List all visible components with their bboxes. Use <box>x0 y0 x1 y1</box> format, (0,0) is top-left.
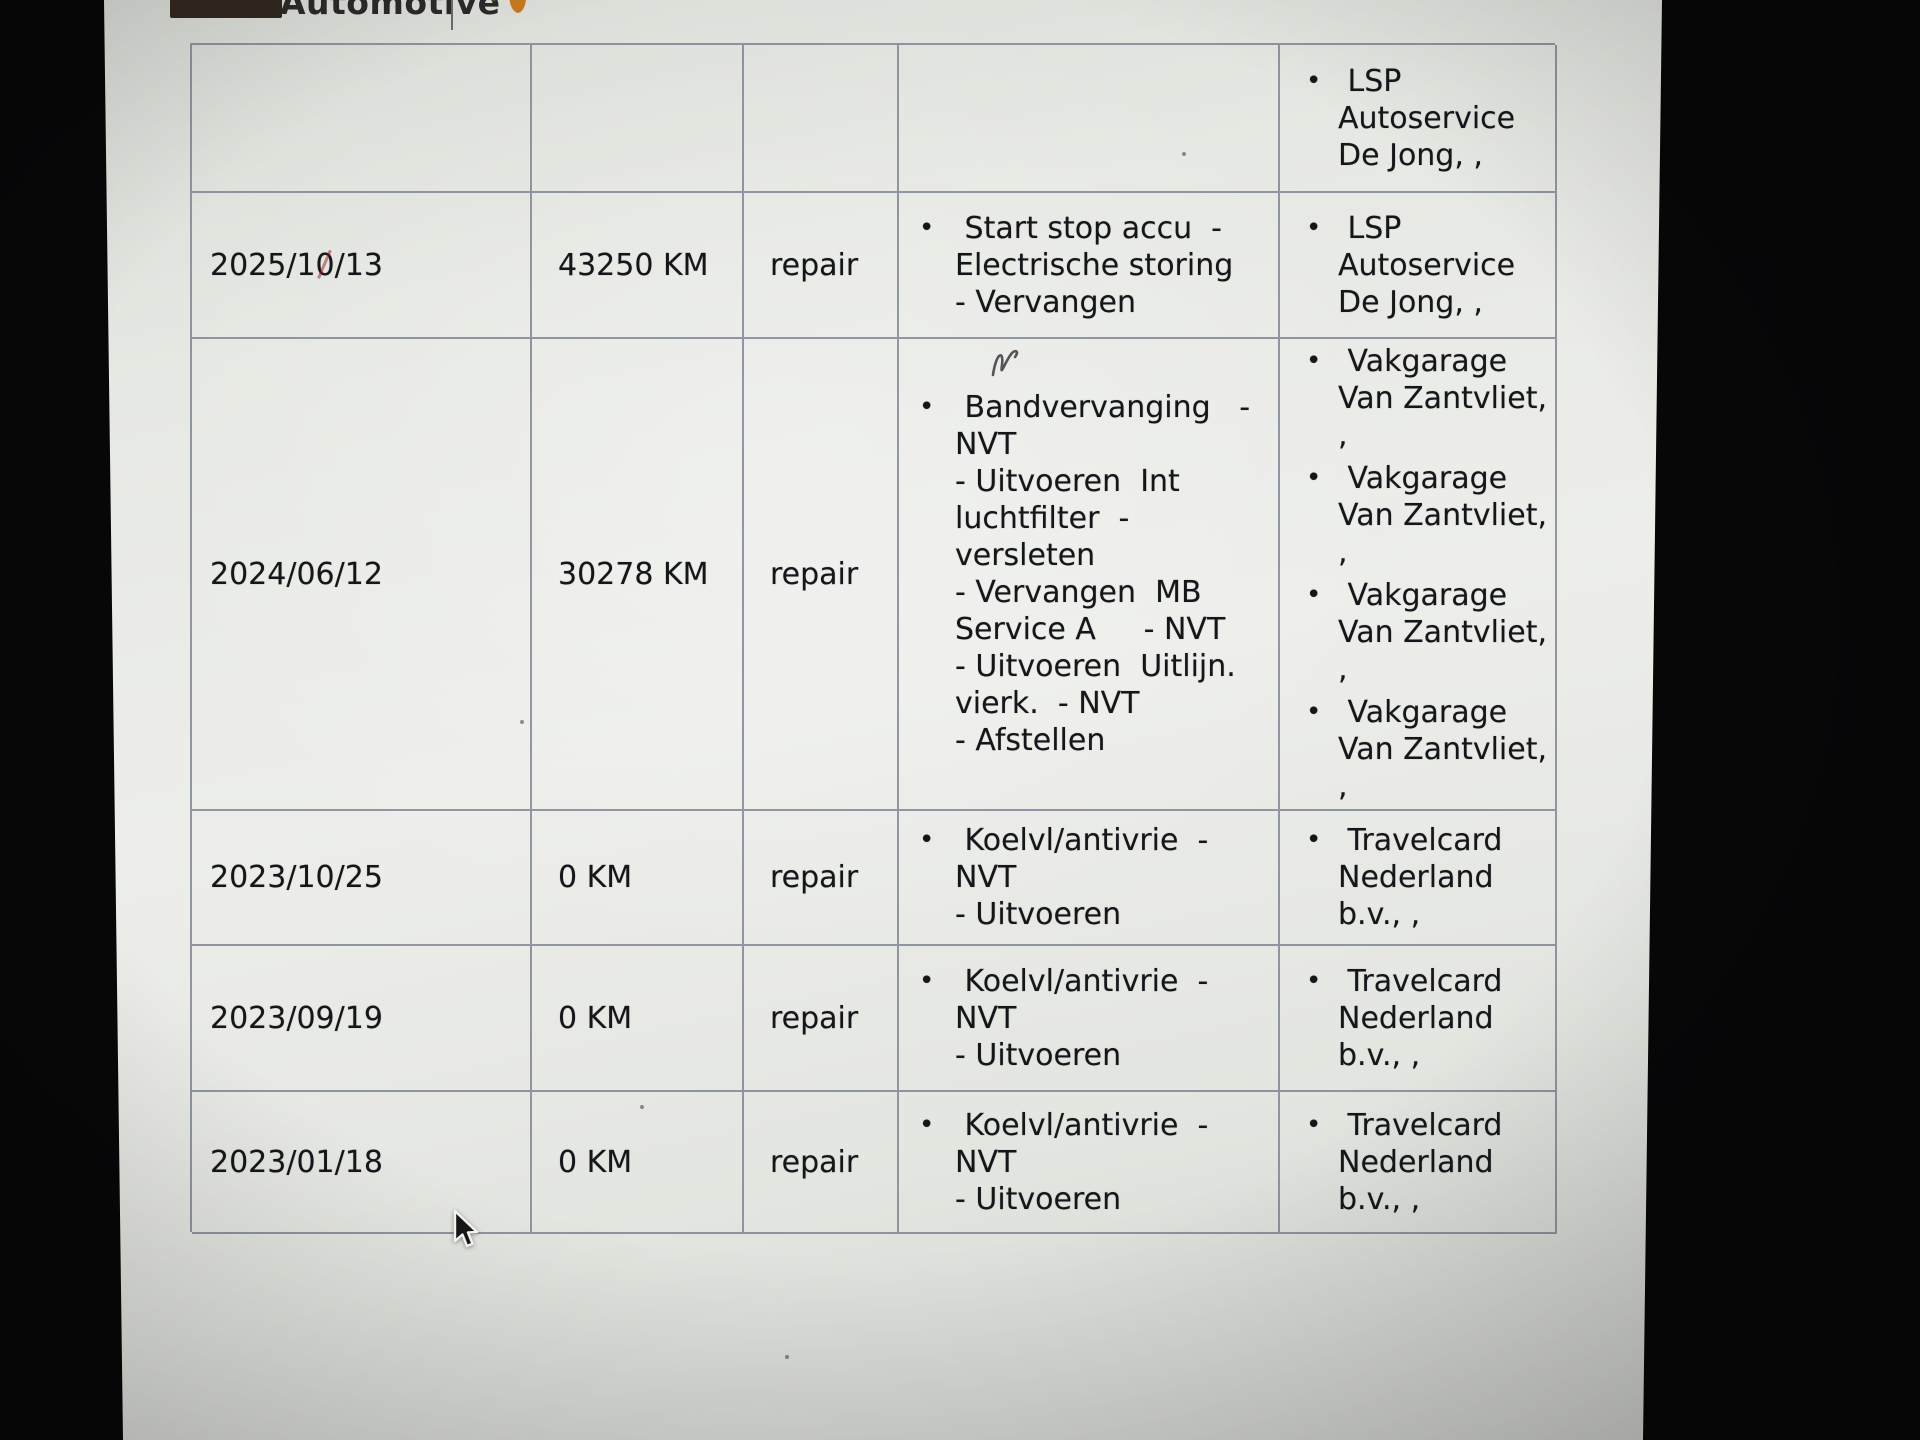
cell-description: • Koelvl/antivrie - NVT - Uitvoeren <box>899 811 1280 946</box>
cell-mileage: 43250 KM <box>532 193 744 339</box>
cell-description: • Koelvl/antivrie - NVT - Uitvoeren <box>899 946 1280 1092</box>
cell-mileage: 0 KM <box>532 1092 744 1234</box>
cell-mileage: 0 KM <box>532 811 744 946</box>
bullet-icon: • <box>919 1109 935 1140</box>
bullet-icon: • <box>1306 965 1322 996</box>
cell-type: repair <box>744 339 899 811</box>
cell-type: repair <box>744 193 899 339</box>
bullet-icon: • <box>1306 825 1322 855</box>
pen-mark <box>991 349 1019 377</box>
cell-description <box>899 45 1280 193</box>
service-history-table: • LSP Autoservice De Jong, , 2025/10/13 … <box>190 43 1557 1234</box>
cell-type <box>744 45 899 193</box>
cell-date: 2024/06/12 <box>192 339 532 811</box>
bullet-icon: • <box>919 825 935 855</box>
cell-type: repair <box>744 811 899 946</box>
bullet-icon: • <box>919 392 935 422</box>
cell-mileage <box>532 45 744 193</box>
cell-mileage: 30278 KM <box>532 339 744 811</box>
bullet-icon: • <box>1306 463 1322 493</box>
bullet-icon: • <box>1306 346 1322 376</box>
brand-name: Automotive <box>280 0 501 22</box>
cell-description: • Bandvervanging - NVT - Uitvoeren Int l… <box>899 339 1280 811</box>
cell-type: repair <box>744 946 899 1092</box>
bullet-icon: • <box>1306 580 1322 610</box>
bullet-icon: • <box>1306 1109 1322 1140</box>
bullet-icon: • <box>1306 65 1322 96</box>
dust-speck <box>640 1105 644 1109</box>
cell-date: 2025/10/13 <box>192 193 532 339</box>
bullet-icon: • <box>1306 697 1322 727</box>
brand-divider <box>451 0 453 30</box>
cell-description: • Start stop accu - Electrische storing … <box>899 193 1280 339</box>
cell-type: repair <box>744 1092 899 1234</box>
cell-mileage: 0 KM <box>532 946 744 1092</box>
dust-speck <box>785 1355 789 1359</box>
dust-speck <box>520 720 524 724</box>
cell-date: 2023/10/25 <box>192 811 532 946</box>
mouse-cursor <box>453 1209 479 1248</box>
cell-service-provider: • Travelcard Nederland b.v., , <box>1280 811 1557 946</box>
cell-service-provider: • Vakgarage Van Zantvliet, , • Vakgarage… <box>1280 339 1557 811</box>
cell-date: 2023/09/19 <box>192 946 532 1092</box>
cell-date: 2023/01/18 <box>192 1092 532 1234</box>
bullet-icon: • <box>919 965 935 996</box>
cell-service-provider: • LSP Autoservice De Jong, , <box>1280 45 1557 193</box>
brand-logo-block <box>170 0 282 18</box>
cell-service-provider: • Travelcard Nederland b.v., , <box>1280 946 1557 1092</box>
cell-service-provider: • Travelcard Nederland b.v., , <box>1280 1092 1557 1234</box>
bullet-icon: • <box>919 212 935 243</box>
brand-orange-logo <box>488 0 527 13</box>
bullet-icon: • <box>1306 212 1322 243</box>
dust-speck <box>1182 152 1186 156</box>
cell-service-provider: • LSP Autoservice De Jong, , <box>1280 193 1557 339</box>
cell-description: • Koelvl/antivrie - NVT - Uitvoeren <box>899 1092 1280 1234</box>
cell-date <box>192 45 532 193</box>
